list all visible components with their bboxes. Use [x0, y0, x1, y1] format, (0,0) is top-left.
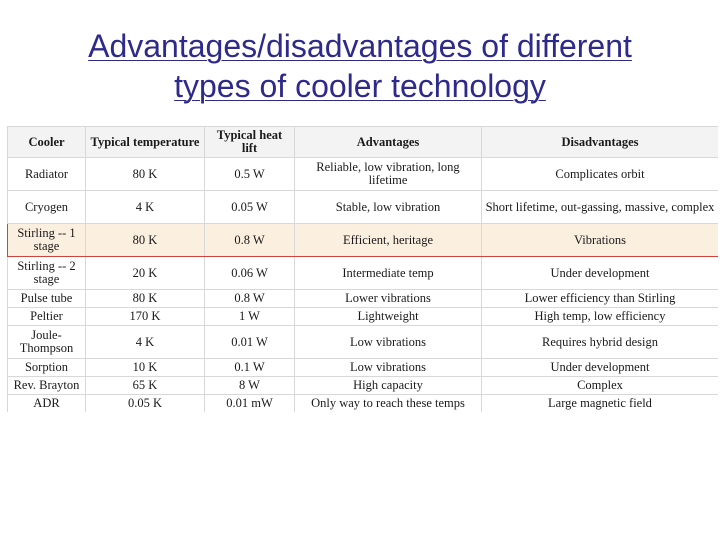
table-row-highlighted: Stirling -- 1 stage 80 K 0.8 W Efficient… [7, 223, 718, 257]
cell-disadvantages: Short lifetime, out-gassing, massive, co… [481, 190, 718, 224]
cell-advantages: Low vibrations [294, 325, 482, 359]
table-row: Peltier 170 K 1 W Lightweight High temp,… [7, 307, 718, 326]
cell-heat-lift: 0.8 W [204, 223, 295, 257]
cell-advantages: Only way to reach these temps [294, 394, 482, 412]
cell-cooler: Rev. Brayton [7, 376, 86, 395]
cell-temperature: 4 K [85, 325, 205, 359]
cell-advantages: Efficient, heritage [294, 223, 482, 257]
cell-advantages: Stable, low vibration [294, 190, 482, 224]
cell-disadvantages: Requires hybrid design [481, 325, 718, 359]
cell-heat-lift: 1 W [204, 307, 295, 326]
slide-title: Advantages/disadvantages of different ty… [0, 26, 720, 106]
cell-disadvantages: Under development [481, 358, 718, 377]
cell-disadvantages: Lower efficiency than Stirling [481, 289, 718, 308]
table-row: Joule-Thompson 4 K 0.01 W Low vibrations… [7, 325, 718, 359]
header-typical-temperature: Typical temperature [85, 126, 205, 158]
cell-advantages: Low vibrations [294, 358, 482, 377]
title-line-1: Advantages/disadvantages of different [88, 28, 632, 64]
table-row: ADR 0.05 K 0.01 mW Only way to reach the… [7, 394, 718, 412]
cell-temperature: 65 K [85, 376, 205, 395]
cell-cooler: Radiator [7, 157, 86, 191]
table-header-row: Cooler Typical temperature Typical heat … [7, 126, 718, 158]
table-row: Sorption 10 K 0.1 W Low vibrations Under… [7, 358, 718, 377]
cell-temperature: 4 K [85, 190, 205, 224]
cell-temperature: 80 K [85, 289, 205, 308]
cell-disadvantages: Complex [481, 376, 718, 395]
title-line-2: types of cooler technology [174, 68, 546, 104]
header-disadvantages: Disadvantages [481, 126, 718, 158]
cell-disadvantages: Under development [481, 256, 718, 290]
cooler-comparison-table: Cooler Typical temperature Typical heat … [7, 126, 718, 412]
cell-disadvantages: Large magnetic field [481, 394, 718, 412]
cell-heat-lift: 8 W [204, 376, 295, 395]
cooler-comparison-table-image: Cooler Typical temperature Typical heat … [7, 126, 718, 412]
cell-cooler: Sorption [7, 358, 86, 377]
cell-advantages: Intermediate temp [294, 256, 482, 290]
cell-heat-lift: 0.5 W [204, 157, 295, 191]
table-row: Radiator 80 K 0.5 W Reliable, low vibrat… [7, 157, 718, 191]
cell-heat-lift: 0.05 W [204, 190, 295, 224]
cell-temperature: 80 K [85, 157, 205, 191]
cell-temperature: 80 K [85, 223, 205, 257]
cell-heat-lift: 0.1 W [204, 358, 295, 377]
cell-temperature: 0.05 K [85, 394, 205, 412]
table-row: Pulse tube 80 K 0.8 W Lower vibrations L… [7, 289, 718, 308]
cell-cooler: Stirling -- 1 stage [7, 223, 86, 257]
table-row: Cryogen 4 K 0.05 W Stable, low vibration… [7, 190, 718, 224]
header-cooler: Cooler [7, 126, 86, 158]
cell-disadvantages: Complicates orbit [481, 157, 718, 191]
cell-advantages: Lower vibrations [294, 289, 482, 308]
cell-heat-lift: 0.01 W [204, 325, 295, 359]
cell-disadvantages: High temp, low efficiency [481, 307, 718, 326]
cell-temperature: 170 K [85, 307, 205, 326]
cell-cooler: Peltier [7, 307, 86, 326]
table-row: Rev. Brayton 65 K 8 W High capacity Comp… [7, 376, 718, 395]
cell-advantages: Lightweight [294, 307, 482, 326]
cell-cooler: Stirling -- 2 stage [7, 256, 86, 290]
cell-advantages: High capacity [294, 376, 482, 395]
cell-heat-lift: 0.8 W [204, 289, 295, 308]
cell-temperature: 20 K [85, 256, 205, 290]
header-advantages: Advantages [294, 126, 482, 158]
table-row: Stirling -- 2 stage 20 K 0.06 W Intermed… [7, 256, 718, 290]
cell-heat-lift: 0.01 mW [204, 394, 295, 412]
cell-temperature: 10 K [85, 358, 205, 377]
cell-heat-lift: 0.06 W [204, 256, 295, 290]
cell-advantages: Reliable, low vibration, long lifetime [294, 157, 482, 191]
header-typical-heat-lift: Typical heat lift [204, 126, 295, 158]
cell-cooler: ADR [7, 394, 86, 412]
cell-cooler: Joule-Thompson [7, 325, 86, 359]
cell-cooler: Pulse tube [7, 289, 86, 308]
cell-disadvantages: Vibrations [481, 223, 718, 257]
cell-cooler: Cryogen [7, 190, 86, 224]
